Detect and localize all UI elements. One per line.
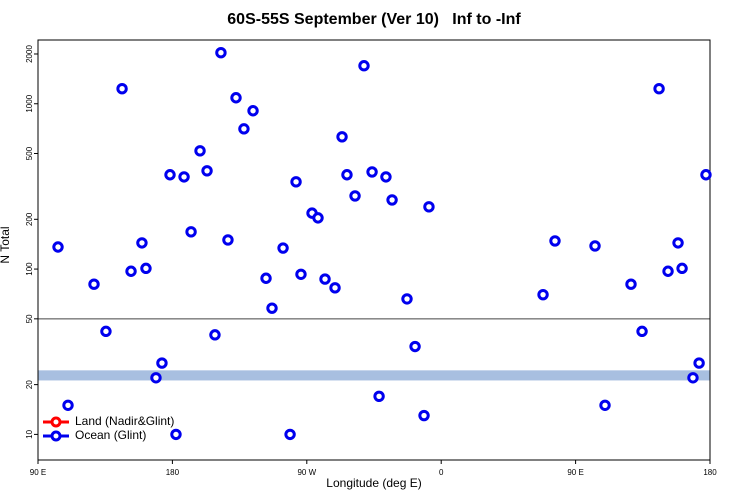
- data-point: [201, 165, 213, 177]
- legend-marker: [50, 430, 62, 442]
- y-tick-label: 20: [25, 380, 34, 389]
- data-point: [662, 265, 674, 277]
- data-point: [423, 201, 435, 213]
- x-tick-label: 180: [703, 468, 717, 477]
- data-point: [170, 428, 182, 441]
- x-tick-label: 90 W: [297, 468, 316, 477]
- chart-title: 60S-55S September (Ver 10) Inf to -Inf: [227, 11, 521, 28]
- shaded-band: [38, 370, 710, 381]
- data-point: [295, 268, 307, 280]
- x-tick-label: 90 E: [30, 468, 46, 477]
- data-point: [62, 399, 74, 411]
- data-point: [625, 278, 637, 290]
- data-point: [312, 212, 324, 224]
- data-point: [266, 302, 278, 314]
- data-point: [209, 329, 221, 341]
- y-tick-label: 10: [25, 429, 34, 438]
- data-point: [358, 60, 370, 72]
- data-point: [687, 372, 699, 384]
- data-point: [700, 169, 712, 181]
- x-tick-label: 180: [166, 468, 180, 477]
- data-point: [549, 235, 561, 247]
- data-point: [380, 171, 392, 183]
- data-point: [100, 325, 112, 338]
- data-point: [140, 262, 152, 275]
- data-point: [341, 169, 353, 181]
- data-point: [88, 278, 100, 290]
- data-point: [676, 262, 688, 275]
- data-point: [349, 190, 361, 202]
- x-axis-label: Longitude (deg E): [326, 476, 421, 490]
- data-point: [599, 399, 611, 411]
- data-point: [636, 325, 648, 338]
- data-point: [319, 273, 331, 285]
- data-point: [230, 92, 242, 104]
- legend-label: Land (Nadir&Glint): [75, 414, 174, 428]
- data-point: [329, 282, 341, 294]
- y-tick-label: 500: [25, 146, 34, 160]
- data-point: [373, 390, 385, 402]
- data-point: [693, 357, 705, 369]
- data-point: [418, 409, 430, 422]
- y-axis-label: N Total: [0, 226, 12, 263]
- data-point: [386, 194, 398, 206]
- data-point: [125, 265, 137, 277]
- data-point: [401, 293, 413, 305]
- data-point: [260, 272, 272, 284]
- x-tick-label: 90 E: [567, 468, 583, 477]
- plot-frame: [37, 39, 711, 461]
- y-tick-label: 2000: [25, 45, 34, 63]
- data-point: [247, 105, 259, 117]
- legend-label: Ocean (Glint): [75, 428, 146, 442]
- data-point: [52, 241, 64, 253]
- data-point: [672, 237, 684, 249]
- data-point: [537, 288, 549, 301]
- data-point: [215, 47, 227, 59]
- data-point: [284, 428, 296, 441]
- data-point: [589, 240, 601, 252]
- data-point: [136, 237, 148, 249]
- data-point: [116, 83, 128, 95]
- y-tick-label: 1000: [25, 94, 34, 112]
- data-point: [178, 171, 190, 183]
- y-tick-label: 50: [25, 314, 34, 323]
- y-tick-label: 200: [25, 212, 34, 226]
- data-point: [653, 83, 665, 95]
- data-point: [409, 340, 421, 353]
- data-point: [194, 145, 206, 157]
- data-point: [150, 372, 162, 384]
- data-point: [366, 166, 378, 178]
- legend-marker: [50, 416, 62, 428]
- data-point: [336, 131, 348, 143]
- data-point: [164, 169, 176, 181]
- data-point: [185, 226, 197, 238]
- data-point: [156, 357, 168, 369]
- data-point: [290, 176, 302, 188]
- data-point: [222, 234, 234, 246]
- data-point: [238, 123, 250, 135]
- y-tick-label: 100: [25, 262, 34, 276]
- data-point: [277, 242, 289, 254]
- x-tick-label: 0: [439, 468, 444, 477]
